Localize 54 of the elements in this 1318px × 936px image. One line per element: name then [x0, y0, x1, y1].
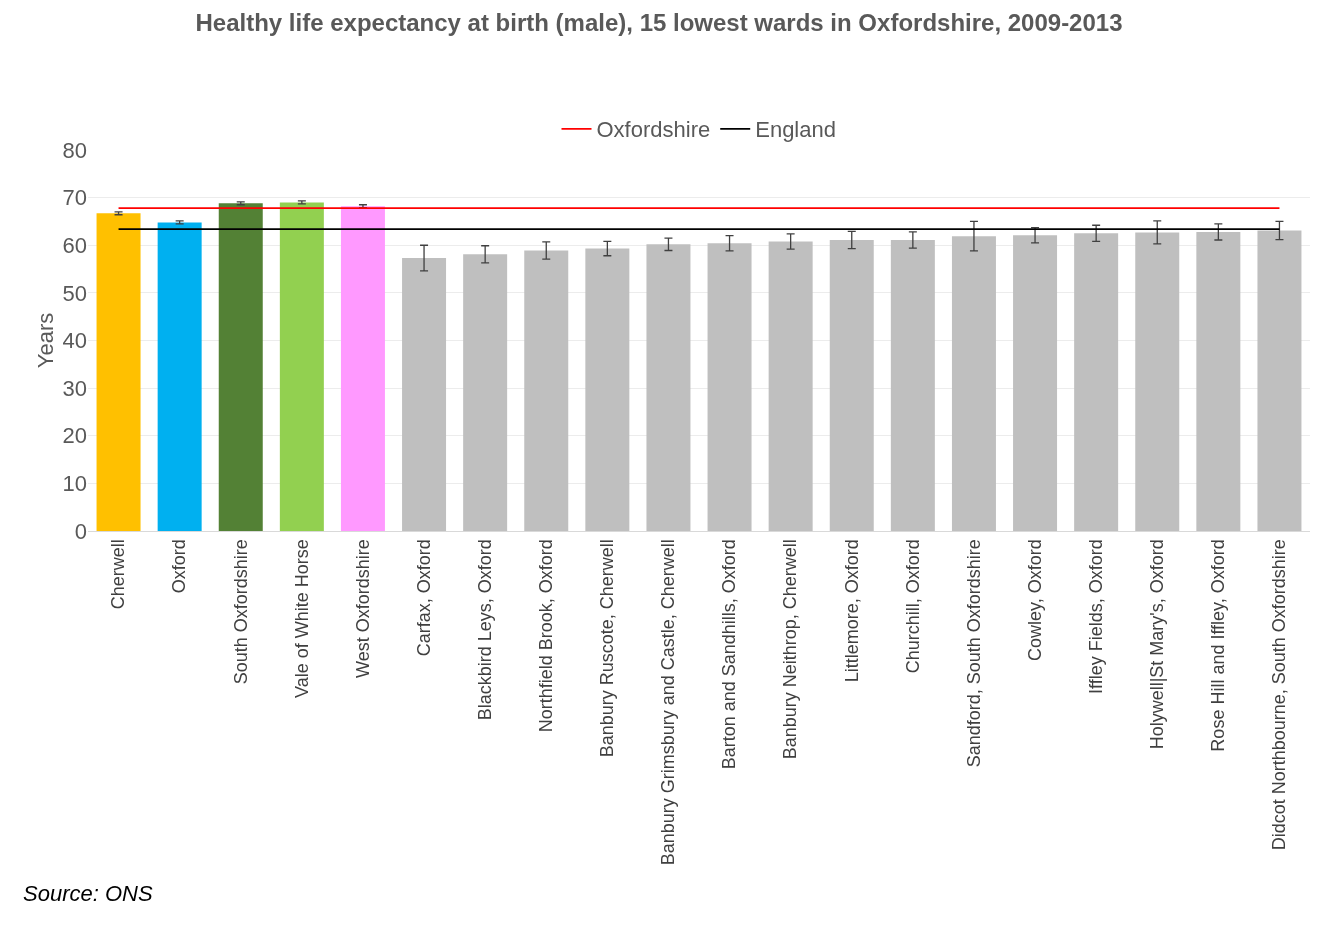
y-axis-title: Years [33, 312, 59, 369]
x-tick-label: Blackbird Leys, Oxford [475, 539, 495, 721]
bar [340, 206, 385, 531]
x-tick-label: Banbury Neithrop, Cherwell [780, 539, 801, 760]
x-tick-label: Banbury Grimsbury and Castle, Cherwell [658, 539, 679, 866]
x-tick-label: Sandford, South Oxfordshire [963, 539, 984, 768]
legend-label: England [755, 117, 836, 143]
x-tick-label: Iffley Fields, Oxford [1086, 539, 1106, 694]
x-tick-label: Barton and Sandhills, Oxford [719, 539, 740, 770]
bar [524, 250, 569, 531]
y-tick-label: 20 [62, 423, 87, 449]
bar [707, 243, 752, 531]
x-tick-label: Holywell|St Mary's, Oxford [1147, 539, 1168, 750]
y-tick-label: 50 [62, 280, 87, 306]
bar [1013, 235, 1058, 531]
bar [585, 248, 630, 531]
x-tick-label: Cherwell [108, 539, 129, 610]
x-tick-label: Cowley, Oxford [1024, 539, 1045, 661]
bar [402, 258, 447, 531]
bar [1074, 233, 1119, 531]
bar [829, 240, 874, 531]
bar [279, 202, 324, 531]
y-tick-label: 10 [62, 471, 87, 497]
x-tick-label: Rose Hill and Iffley, Oxford [1208, 539, 1229, 752]
bar [951, 236, 996, 531]
y-tick-label: 30 [62, 375, 87, 401]
x-tick-label: Didcot Northbourne, South Oxfordshire [1269, 539, 1290, 851]
bar [218, 203, 263, 531]
bar [1135, 232, 1180, 531]
x-tick-label: Vale of White Horse [291, 539, 312, 698]
y-tick-label: 70 [62, 185, 87, 211]
x-tick-label: Banbury Ruscote, Cherwell [597, 539, 618, 758]
bar [96, 213, 141, 531]
bar [768, 241, 813, 531]
y-tick-label: 80 [62, 137, 87, 163]
chart-title: Healthy life expectancy at birth (male), 15 lowest wards in Oxfordshire, 2009-2013 [195, 8, 1123, 36]
y-tick-label: 40 [62, 328, 87, 354]
bar [463, 254, 508, 531]
x-tick-label: Oxford [169, 539, 190, 594]
x-tick-label: Carfax, Oxford [413, 539, 434, 657]
y-tick-label: 60 [62, 232, 87, 258]
bar [890, 240, 935, 531]
legend-label: Oxfordshire [596, 117, 711, 143]
bar [1257, 230, 1302, 531]
x-tick-label: Northfield Brook, Oxford [536, 539, 557, 733]
bar [646, 244, 691, 531]
bar [1196, 231, 1241, 531]
x-tick-label: Churchill, Oxford [902, 539, 923, 674]
x-tick-label: West Oxfordshire [352, 539, 373, 678]
source-note: Source: ONS [23, 881, 153, 906]
x-tick-label: South Oxfordshire [230, 539, 251, 685]
y-tick-label: 0 [74, 518, 87, 544]
bar [157, 222, 202, 531]
x-tick-label: Littlemore, Oxford [841, 539, 862, 683]
